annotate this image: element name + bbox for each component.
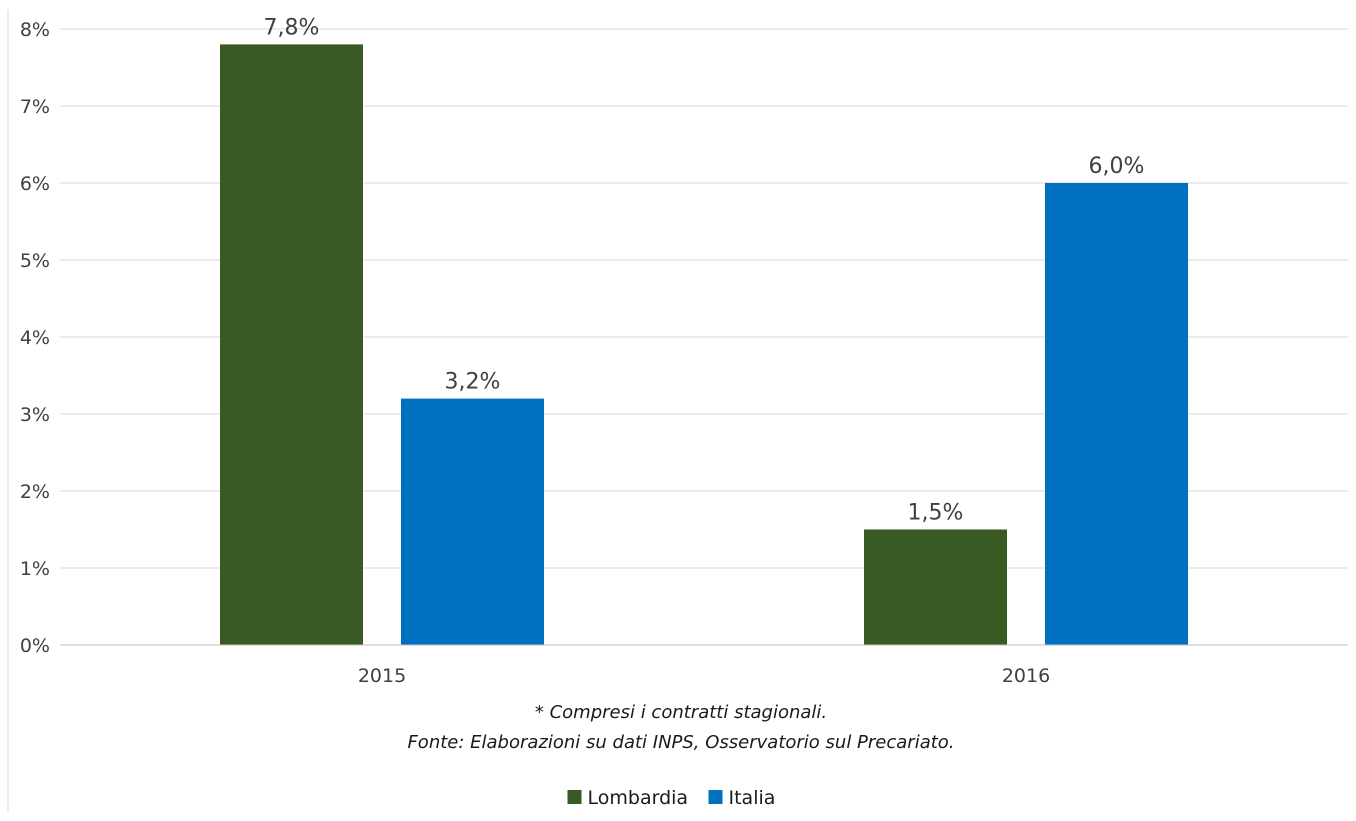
y-tick-label: 5%	[20, 250, 50, 272]
y-tick-label: 0%	[20, 635, 50, 657]
data-label-italia-2016: 6,0%	[1089, 154, 1145, 179]
note-line-2: Fonte: Elaborazioni su dati INPS, Osserv…	[407, 732, 954, 753]
bar-italia-2016	[1045, 183, 1188, 645]
y-axis-tick-labels: 0% 1% 2% 3% 4% 5% 6% 7% 8%	[20, 19, 50, 657]
data-label-lombardia-2016: 1,5%	[908, 501, 964, 526]
data-labels: 7,8% 3,2% 1,5% 6,0%	[264, 15, 1145, 525]
x-axis-tick-labels: 2015 2016	[358, 665, 1050, 687]
y-tick-label: 4%	[20, 327, 50, 349]
legend: Lombardia Italia	[567, 787, 776, 809]
y-tick-label: 1%	[20, 558, 50, 580]
legend-swatch-italia	[708, 790, 723, 804]
y-tick-label: 2%	[20, 481, 50, 503]
legend-swatch-lombardia	[567, 790, 582, 804]
bar-italia-2015	[401, 398, 544, 645]
x-tick-label: 2016	[1002, 665, 1050, 687]
y-tick-label: 3%	[20, 404, 50, 426]
data-label-lombardia-2015: 7,8%	[264, 15, 320, 40]
note-line-1: * Compresi i contratti stagionali.	[535, 702, 827, 723]
y-tick-label: 6%	[20, 173, 50, 195]
y-tick-label: 7%	[20, 96, 50, 118]
bar-lombardia-2016	[864, 529, 1007, 645]
bars	[220, 44, 1188, 645]
bar-lombardia-2015	[220, 44, 363, 645]
legend-label-italia: Italia	[729, 787, 776, 809]
x-tick-label: 2015	[358, 665, 406, 687]
y-tick-label: 8%	[20, 19, 50, 41]
legend-label-lombardia: Lombardia	[588, 787, 689, 809]
data-label-italia-2015: 3,2%	[445, 370, 501, 395]
